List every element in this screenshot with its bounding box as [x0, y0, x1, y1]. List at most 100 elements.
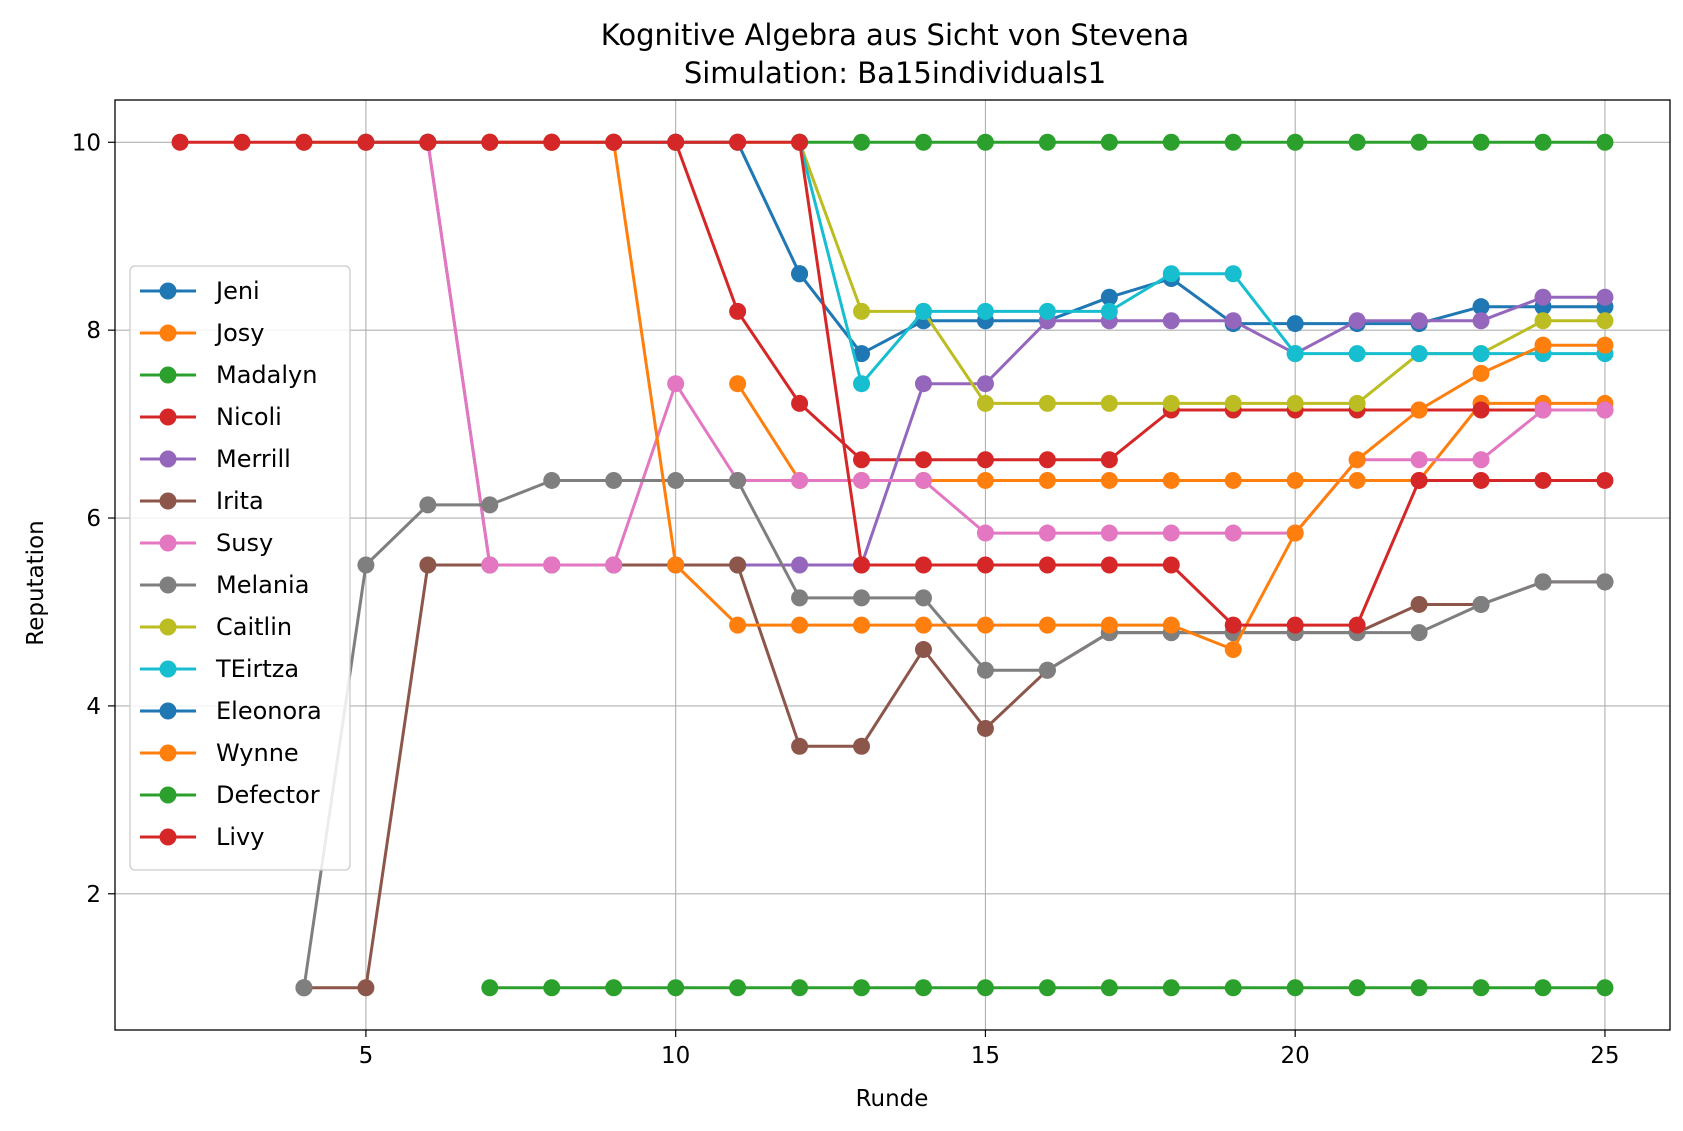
y-tick-label: 6	[86, 506, 101, 532]
data-point	[976, 471, 994, 489]
series-group	[171, 133, 1614, 997]
data-point	[543, 471, 561, 489]
legend-item: Josy	[140, 319, 264, 347]
data-point	[1224, 265, 1242, 283]
data-point	[481, 979, 499, 997]
data-point	[1038, 616, 1056, 634]
data-point	[1410, 624, 1428, 642]
data-point	[667, 375, 685, 393]
series-livy	[171, 133, 1614, 634]
legend-marker	[159, 324, 177, 342]
legend-marker	[159, 702, 177, 720]
data-point	[914, 471, 932, 489]
x-tick-label: 15	[971, 1043, 1000, 1069]
legend-item: Madalyn	[140, 361, 317, 389]
legend-item: Susy	[140, 529, 273, 557]
data-point	[1162, 394, 1180, 412]
legend-label: Melania	[216, 571, 309, 599]
x-tick-label: 20	[1281, 1043, 1310, 1069]
data-point	[1596, 312, 1614, 330]
data-point	[1534, 401, 1552, 419]
data-point	[357, 979, 375, 997]
data-point	[1534, 573, 1552, 591]
data-point	[853, 556, 871, 574]
data-point	[1162, 133, 1180, 151]
data-point	[667, 133, 685, 151]
legend-item: Irita	[140, 487, 264, 515]
data-point	[1162, 471, 1180, 489]
data-point	[976, 133, 994, 151]
data-point	[914, 641, 932, 659]
data-point	[1596, 133, 1614, 151]
data-point	[1596, 471, 1614, 489]
data-point	[976, 616, 994, 634]
x-tick-label: 5	[359, 1043, 374, 1069]
data-point	[1162, 265, 1180, 283]
data-point	[1162, 312, 1180, 330]
data-point	[1472, 595, 1490, 613]
legend-label: Defector	[216, 781, 320, 809]
data-point	[667, 556, 685, 574]
data-point	[1596, 336, 1614, 354]
data-point	[791, 979, 809, 997]
legend-item: Nicoli	[140, 403, 282, 431]
legend-marker	[159, 786, 177, 804]
data-point	[1286, 979, 1304, 997]
legend-label: Nicoli	[216, 403, 282, 431]
y-tick-label: 10	[72, 130, 101, 156]
legend-item: Livy	[140, 823, 264, 851]
legend-item: TEirtza	[140, 655, 299, 683]
data-point	[1286, 315, 1304, 333]
data-point	[914, 451, 932, 469]
axis-ticks: 5 10 15 20 25 2 4 6 8 10	[72, 130, 1620, 1069]
data-point	[605, 556, 623, 574]
data-point	[853, 979, 871, 997]
data-point	[543, 133, 561, 151]
chart-title: Kognitive Algebra aus Sicht von Stevena	[601, 18, 1189, 52]
data-point	[791, 616, 809, 634]
data-point	[1286, 345, 1304, 363]
data-point	[1100, 133, 1118, 151]
data-point	[1162, 979, 1180, 997]
y-axis-label: Reputation	[23, 520, 49, 645]
data-point	[853, 471, 871, 489]
legend-label: Madalyn	[216, 361, 317, 389]
legend-item: Melania	[140, 571, 309, 599]
data-point	[543, 556, 561, 574]
series-defector	[481, 979, 1614, 997]
data-point	[853, 451, 871, 469]
data-point	[914, 589, 932, 607]
data-point	[1224, 471, 1242, 489]
legend-marker	[159, 744, 177, 762]
legend-item: Eleonora	[140, 697, 322, 725]
data-point	[976, 661, 994, 679]
data-point	[1410, 345, 1428, 363]
data-point	[1534, 471, 1552, 489]
data-point	[914, 302, 932, 320]
legend-box	[129, 265, 351, 871]
data-point	[976, 375, 994, 393]
data-point	[1472, 401, 1490, 419]
data-point	[1038, 394, 1056, 412]
data-point	[1410, 471, 1428, 489]
data-point	[729, 616, 747, 634]
legend-marker	[159, 366, 177, 384]
data-point	[1410, 312, 1428, 330]
data-point	[1224, 979, 1242, 997]
data-point	[481, 556, 499, 574]
data-point	[914, 979, 932, 997]
data-point	[1038, 133, 1056, 151]
data-point	[357, 556, 375, 574]
legend-label: Josy	[214, 319, 264, 347]
data-point	[419, 133, 437, 151]
data-point	[1100, 394, 1118, 412]
series-line	[674, 141, 1605, 462]
data-point	[1224, 616, 1242, 634]
data-point	[1596, 573, 1614, 591]
data-point	[481, 133, 499, 151]
data-point	[1286, 471, 1304, 489]
data-point	[1038, 661, 1056, 679]
data-point	[1100, 524, 1118, 542]
legend-item: Caitlin	[140, 613, 292, 641]
data-point	[853, 737, 871, 755]
